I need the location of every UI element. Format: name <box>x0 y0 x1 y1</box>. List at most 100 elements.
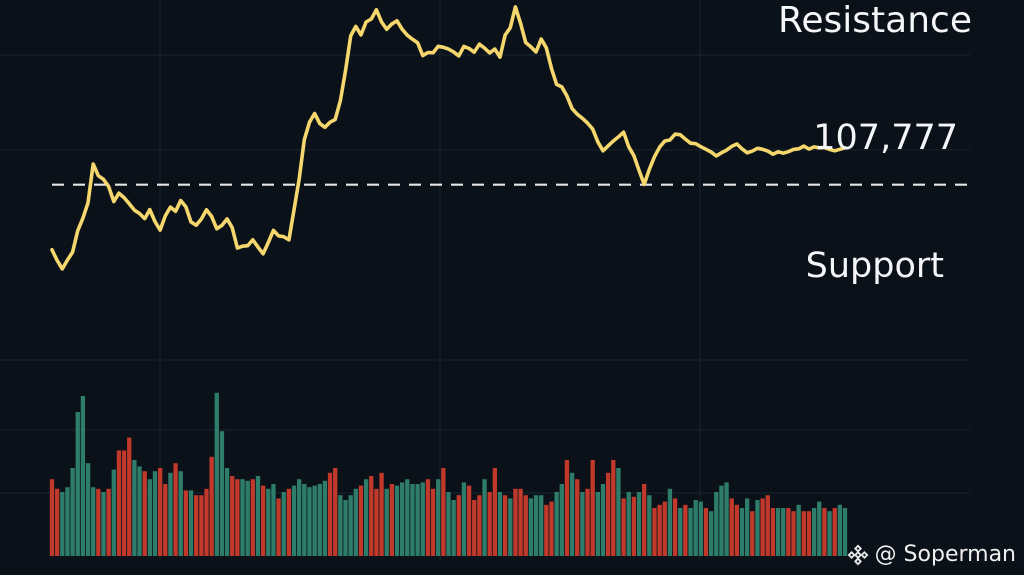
volume-bar <box>827 511 832 556</box>
volume-bar <box>363 479 369 556</box>
volume-bar <box>688 508 693 556</box>
volume-bar <box>75 412 80 556</box>
volume-bar <box>636 492 642 556</box>
volume-bar <box>806 511 812 556</box>
volume-bar <box>441 468 446 556</box>
volume-bar <box>724 482 729 556</box>
volume-bar <box>554 492 559 556</box>
watermark: @ Soperman <box>847 542 1016 567</box>
volume-bar <box>297 479 302 556</box>
support-label: Support <box>805 246 944 286</box>
volume-bar <box>312 485 317 556</box>
volume-bar <box>420 482 425 556</box>
volume-bar <box>49 479 55 556</box>
volume-bar <box>822 508 827 556</box>
volume-bar <box>832 508 837 556</box>
volume-bar <box>734 504 740 556</box>
volume-bar <box>745 498 750 556</box>
volume-bar <box>678 508 683 556</box>
volume-bar <box>472 500 477 556</box>
volume-bar <box>585 488 590 556</box>
volume-bar <box>456 495 461 556</box>
volume-bar <box>224 468 230 556</box>
volume-bar <box>642 484 647 556</box>
volume-bar <box>477 495 482 556</box>
volume-bar <box>533 495 539 556</box>
volume-bar <box>739 508 745 556</box>
volume-bar <box>209 456 214 556</box>
volume-bar <box>842 508 848 556</box>
volume-bar <box>714 492 719 556</box>
volume-bar <box>343 500 348 556</box>
volume-bar <box>811 508 817 556</box>
volume-bar <box>662 501 667 556</box>
volume-bar <box>564 460 570 556</box>
volume-bar <box>611 460 616 556</box>
volume-bar <box>358 485 364 556</box>
volume-bar <box>760 498 765 556</box>
volume-bar <box>729 498 734 556</box>
price-line <box>50 5 847 271</box>
volume-bar <box>765 495 770 556</box>
volume-bar <box>595 492 600 556</box>
watermark-handle: @ Soperman <box>874 542 1016 567</box>
volume-bar <box>389 484 395 556</box>
volume-bar <box>255 476 261 556</box>
volume-bar <box>307 487 312 556</box>
volume-bar <box>837 504 843 556</box>
volume-bar <box>775 508 781 556</box>
volume-bar <box>183 490 189 556</box>
volume-bar <box>245 480 250 556</box>
volume-bar <box>590 460 595 556</box>
volume-bars <box>49 392 848 556</box>
volume-bar <box>327 472 333 556</box>
volume-bar <box>621 498 626 556</box>
volume-bar <box>142 471 147 556</box>
volume-bar <box>451 500 456 556</box>
volume-bar <box>569 472 575 556</box>
volume-bar <box>101 492 106 556</box>
volume-bar <box>152 471 158 556</box>
volume-bar <box>405 479 410 556</box>
volume-bar <box>399 482 405 556</box>
volume-bar <box>132 460 137 556</box>
volume-bar <box>219 431 225 556</box>
volume-bar <box>652 508 657 556</box>
volume-bar <box>60 492 65 556</box>
volume-bar <box>791 511 796 556</box>
current-price-label: 107,777 <box>813 118 958 158</box>
diamond-logo-icon <box>847 544 869 565</box>
volume-bar <box>286 488 292 556</box>
volume-bar <box>204 488 209 556</box>
volume-bar <box>302 484 307 556</box>
volume-bar <box>781 508 786 556</box>
volume-bar <box>693 500 698 556</box>
volume-bar <box>250 479 255 556</box>
volume-bar <box>91 487 96 556</box>
volume-bar <box>672 498 678 556</box>
volume-bar <box>497 492 503 556</box>
volume-bar <box>137 466 142 556</box>
volume-bar <box>580 492 585 556</box>
volume-bar <box>683 504 688 556</box>
volume-bar <box>291 485 297 556</box>
volume-bar <box>502 495 508 556</box>
volume-bar <box>147 479 152 556</box>
volume-bar <box>698 501 703 556</box>
volume-bar <box>369 476 374 556</box>
volume-bar <box>575 479 580 556</box>
volume-bar <box>430 488 436 556</box>
volume-bar <box>801 511 806 556</box>
volume-bar <box>194 495 199 556</box>
volume-bar <box>106 488 111 556</box>
volume-bar <box>322 480 328 556</box>
volume-bar <box>796 504 801 556</box>
volume-bar <box>750 511 755 556</box>
volume-bar <box>188 490 194 556</box>
volume-bar <box>173 463 178 556</box>
volume-bar <box>178 471 183 556</box>
volume-bar <box>755 500 760 556</box>
volume-bar <box>348 495 353 556</box>
volume-bar <box>544 504 549 556</box>
